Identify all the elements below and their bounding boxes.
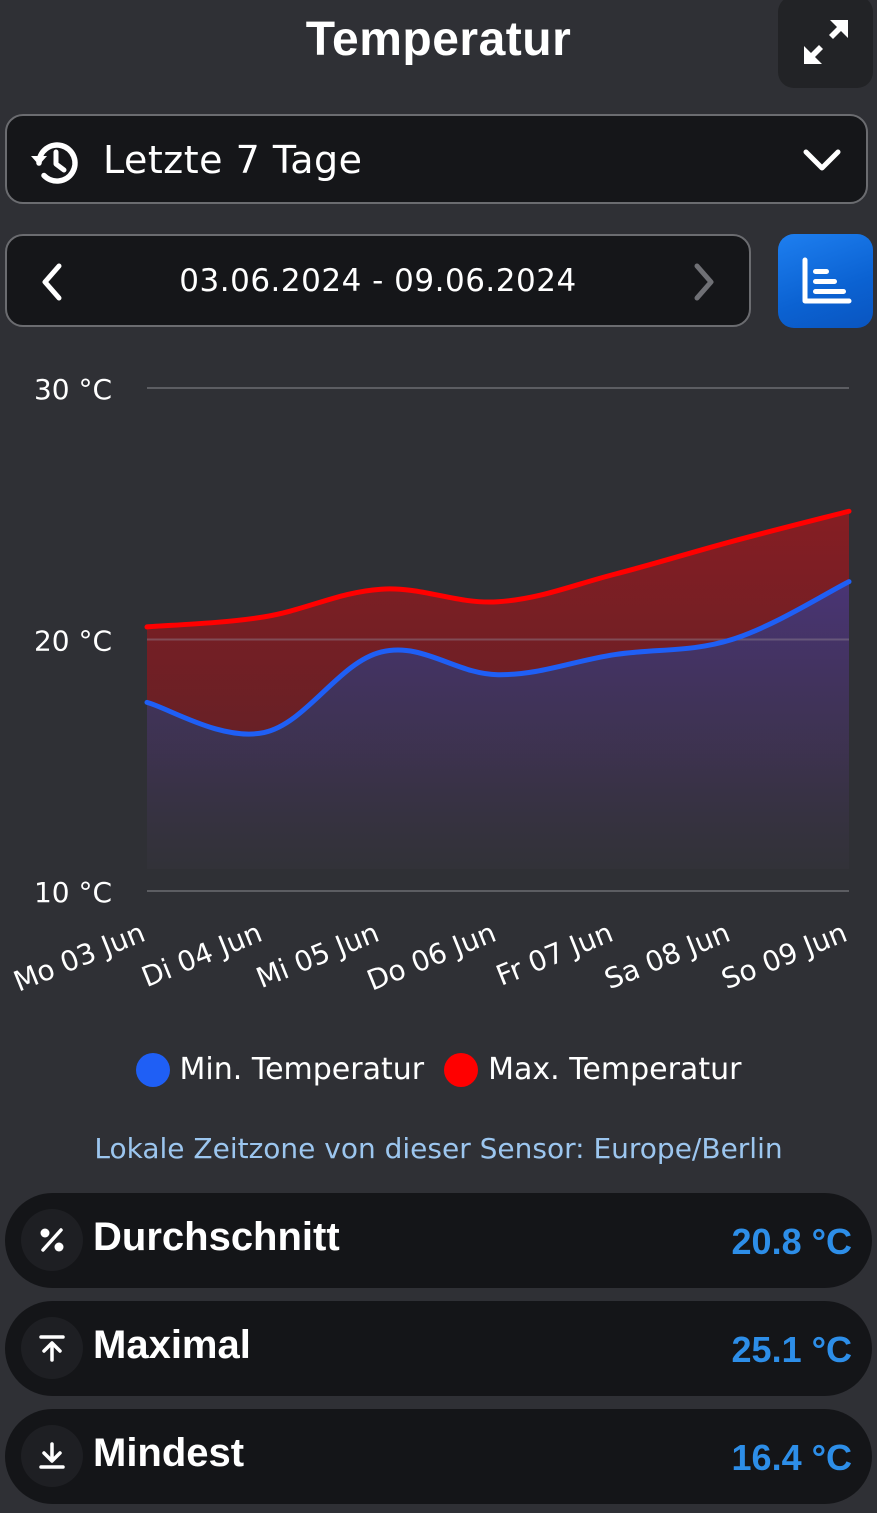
stat-maximum-value: 25.1 °C: [731, 1329, 852, 1370]
stat-maximum-name: Maximal: [93, 1323, 251, 1367]
history-icon: [31, 142, 78, 184]
expand-icon: [803, 20, 848, 64]
x-tick-label: So 09 Jun: [717, 916, 852, 996]
stat-minimum-value: 16.4 °C: [731, 1437, 852, 1478]
chevron-left-icon[interactable]: [35, 262, 69, 302]
x-tick-label: Mo 03 Jun: [9, 916, 150, 998]
timezone-note: Lokale Zeitzone von dieser Sensor: Europ…: [94, 1132, 783, 1165]
chevron-right-icon[interactable]: [687, 262, 721, 302]
stat-maximum: Maximal 25.1 °C: [5, 1301, 872, 1396]
time-range-label: Letzte 7 Tage: [103, 138, 363, 182]
min-temperature-area: [147, 581, 849, 869]
chevron-down-icon: [803, 149, 841, 171]
legend-dot-max: [444, 1052, 479, 1087]
date-range-text: 03.06.2024 - 09.06.2024: [179, 263, 577, 299]
page-title: Temperatur: [305, 13, 572, 66]
chart-legend: Min. Temperatur Max. Temperatur: [0, 1052, 877, 1087]
x-tick-label: Di 04 Jun: [137, 916, 267, 994]
max-temperature-area: [147, 511, 849, 735]
stat-average-name: Durchschnitt: [93, 1215, 340, 1259]
chart-icon: [802, 257, 851, 304]
legend-label-min: Min. Temperatur: [179, 1052, 425, 1087]
y-tick-label: 30 °C: [34, 373, 112, 406]
stat-average: Durchschnitt 20.8 °C: [5, 1193, 872, 1288]
percent-icon: [21, 1209, 83, 1271]
chart-view-button[interactable]: [778, 234, 873, 328]
legend-item-min[interactable]: Min. Temperatur: [135, 1052, 425, 1087]
arrow-down-to-line-icon: [21, 1425, 83, 1487]
legend-item-max[interactable]: Max. Temperatur: [444, 1052, 741, 1087]
arrow-up-to-line-icon: [21, 1317, 83, 1379]
legend-label-max: Max. Temperatur: [488, 1052, 742, 1087]
time-range-select[interactable]: Letzte 7 Tage: [5, 114, 868, 204]
date-navigator: 03.06.2024 - 09.06.2024: [5, 234, 751, 327]
x-tick-label: Do 06 Jun: [362, 916, 500, 997]
y-tick-label: 10 °C: [34, 876, 112, 909]
stat-minimum: Mindest 16.4 °C: [5, 1409, 872, 1504]
stat-average-value: 20.8 °C: [731, 1221, 852, 1262]
x-tick-label: Sa 08 Jun: [600, 916, 735, 996]
y-tick-label: 20 °C: [34, 625, 112, 658]
legend-dot-min: [135, 1052, 170, 1087]
x-tick-label: Mi 05 Jun: [252, 916, 384, 995]
x-tick-label: Fr 07 Jun: [491, 916, 617, 993]
fullscreen-button[interactable]: [778, 0, 873, 88]
stat-minimum-name: Mindest: [93, 1431, 245, 1475]
